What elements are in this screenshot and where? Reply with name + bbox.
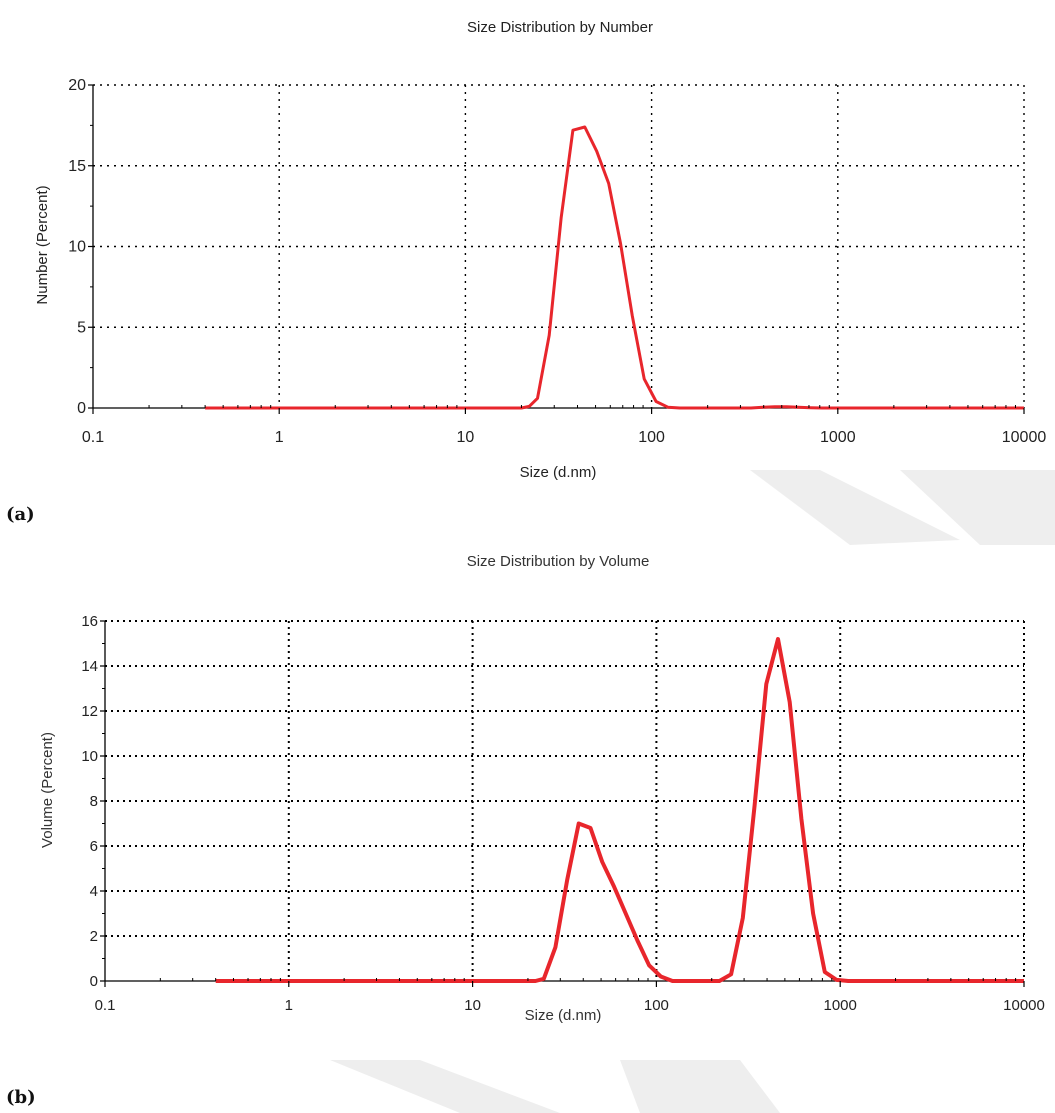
x-axis-label: Size (d.nm)	[520, 464, 597, 481]
x-tick-label: 0.1	[82, 429, 104, 446]
y-tick-label: 10	[68, 239, 86, 256]
chart-volume-distribution: Size Distribution by Volume 0.1 1 10 100 100…	[39, 553, 1045, 1024]
x-axis-ticks: 0.1 1 10 100 1000 10000	[95, 978, 1045, 1014]
gridlines	[93, 84, 1025, 408]
x-tick-label: 10000	[1003, 997, 1045, 1014]
y-tick-label: 12	[81, 703, 98, 720]
watermark-shape	[900, 470, 1055, 545]
series-lines	[215, 637, 1024, 983]
x-tick-label: 10	[457, 429, 475, 446]
y-tick-label: 0	[77, 400, 86, 417]
chart-number-distribution: Size Distribution by Number 0.1 1 10 100 100…	[34, 19, 1046, 481]
series-lines	[205, 125, 1024, 410]
x-tick-label: 1	[285, 997, 293, 1014]
x-tick-label: 10000	[1002, 429, 1047, 446]
y-tick-label: 0	[90, 973, 98, 990]
y-tick-label: 20	[68, 77, 86, 94]
watermark-shape	[330, 1060, 560, 1113]
x-tick-label: 0.1	[95, 997, 116, 1014]
y-tick-label: 10	[81, 748, 98, 765]
y-tick-label: 16	[81, 613, 98, 630]
y-axis-ticks: 0 5 10 15 20	[68, 77, 93, 417]
x-tick-label: 1	[275, 429, 284, 446]
y-tick-label: 8	[90, 793, 98, 810]
chart-title: Size Distribution by Volume	[467, 553, 650, 570]
y-axis-label: Volume (Percent)	[39, 732, 56, 848]
y-tick-label: 2	[90, 928, 98, 945]
x-tick-label: 10	[464, 997, 481, 1014]
x-tick-label: 1000	[820, 429, 856, 446]
y-tick-label: 15	[68, 158, 86, 175]
watermark-shape	[750, 470, 960, 545]
series-line	[215, 637, 1024, 983]
x-axis-label: Size (d.nm)	[525, 1007, 602, 1024]
y-tick-label: 6	[90, 838, 98, 855]
series-line	[205, 125, 1024, 410]
panel-label-a: (a)	[6, 504, 35, 525]
y-tick-label: 5	[77, 319, 86, 336]
gridlines	[105, 620, 1025, 981]
y-tick-label: 14	[81, 658, 98, 675]
x-tick-label: 1000	[824, 997, 857, 1014]
y-axis-label: Number (Percent)	[34, 185, 51, 304]
panel-label-b: (b)	[6, 1087, 36, 1108]
x-axis-ticks: 0.1 1 10 100 1000 10000	[82, 405, 1046, 446]
y-axis-ticks: 0 2 4 6 8 10 12 14 16	[81, 613, 105, 990]
x-tick-label: 100	[644, 997, 669, 1014]
y-tick-label: 4	[90, 883, 98, 900]
watermark-shape	[620, 1060, 780, 1113]
chart-title: Size Distribution by Number	[467, 19, 653, 36]
x-tick-label: 100	[638, 429, 665, 446]
